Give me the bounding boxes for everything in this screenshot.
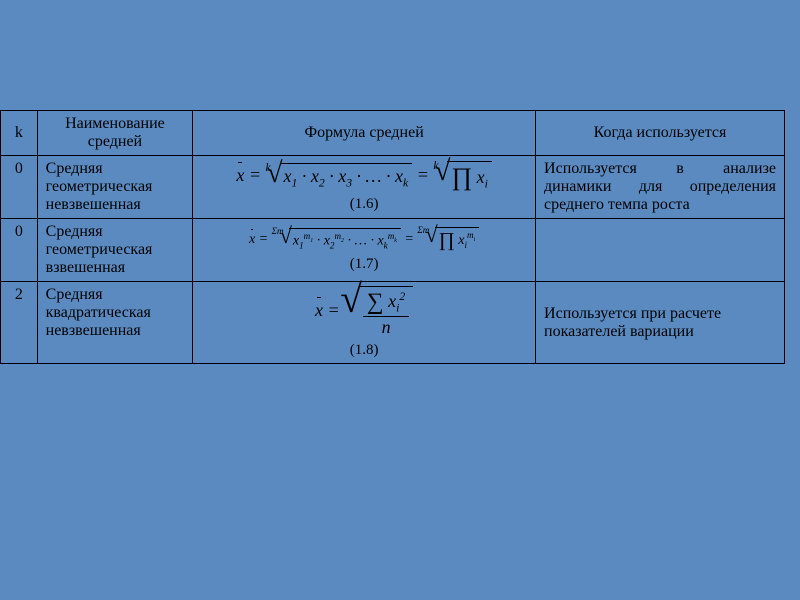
header-formula: Формула средней bbox=[193, 111, 536, 156]
cell-usage: Используется в анализе динамики для опре… bbox=[536, 156, 785, 219]
slide: k Наименование средней Формула средней К… bbox=[0, 0, 800, 600]
cell-k: 0 bbox=[1, 219, 38, 282]
cell-formula: x = Σm √ x1m1 · x2m2 · … · xkmk = Σm √ ∏… bbox=[193, 219, 536, 282]
table-row: 0 Средняя геометрическая взвешенная x = … bbox=[1, 219, 785, 282]
cell-formula: x = k √ x1 · x2 · x3 · … · xk = k √ ∏ xi bbox=[193, 156, 536, 219]
header-usage: Когда используется bbox=[536, 111, 785, 156]
header-name: Наименование средней bbox=[37, 111, 193, 156]
formula-geom-unweighted: x = k √ x1 · x2 · x3 · … · xk = k √ ∏ xi bbox=[236, 161, 492, 192]
formula-geom-weighted: x = Σm √ x1m1 · x2m2 · … · xkmk = Σm √ ∏… bbox=[249, 227, 479, 252]
formula-number: (1.7) bbox=[201, 256, 527, 273]
formula-number: (1.8) bbox=[201, 342, 527, 359]
formula-number: (1.6) bbox=[201, 196, 527, 213]
cell-usage: Используется при расчете показателей вар… bbox=[536, 282, 785, 364]
table-header-row: k Наименование средней Формула средней К… bbox=[1, 111, 785, 156]
cell-k: 2 bbox=[1, 282, 38, 364]
header-k: k bbox=[1, 111, 38, 156]
means-table: k Наименование средней Формула средней К… bbox=[0, 110, 785, 364]
cell-k: 0 bbox=[1, 156, 38, 219]
table-row: 0 Средняя геометрическая невзвешенная x … bbox=[1, 156, 785, 219]
cell-name: Средняя квадратическая невзвешенная bbox=[37, 282, 193, 364]
cell-name: Средняя геометрическая невзвешенная bbox=[37, 156, 193, 219]
cell-usage bbox=[536, 219, 785, 282]
formula-quadratic: x = √ ∑ xi2 n bbox=[315, 286, 413, 338]
table-row: 2 Средняя квадратическая невзвешенная x … bbox=[1, 282, 785, 364]
cell-formula: x = √ ∑ xi2 n (1.8) bbox=[193, 282, 536, 364]
cell-name: Средняя геометрическая взвешенная bbox=[37, 219, 193, 282]
